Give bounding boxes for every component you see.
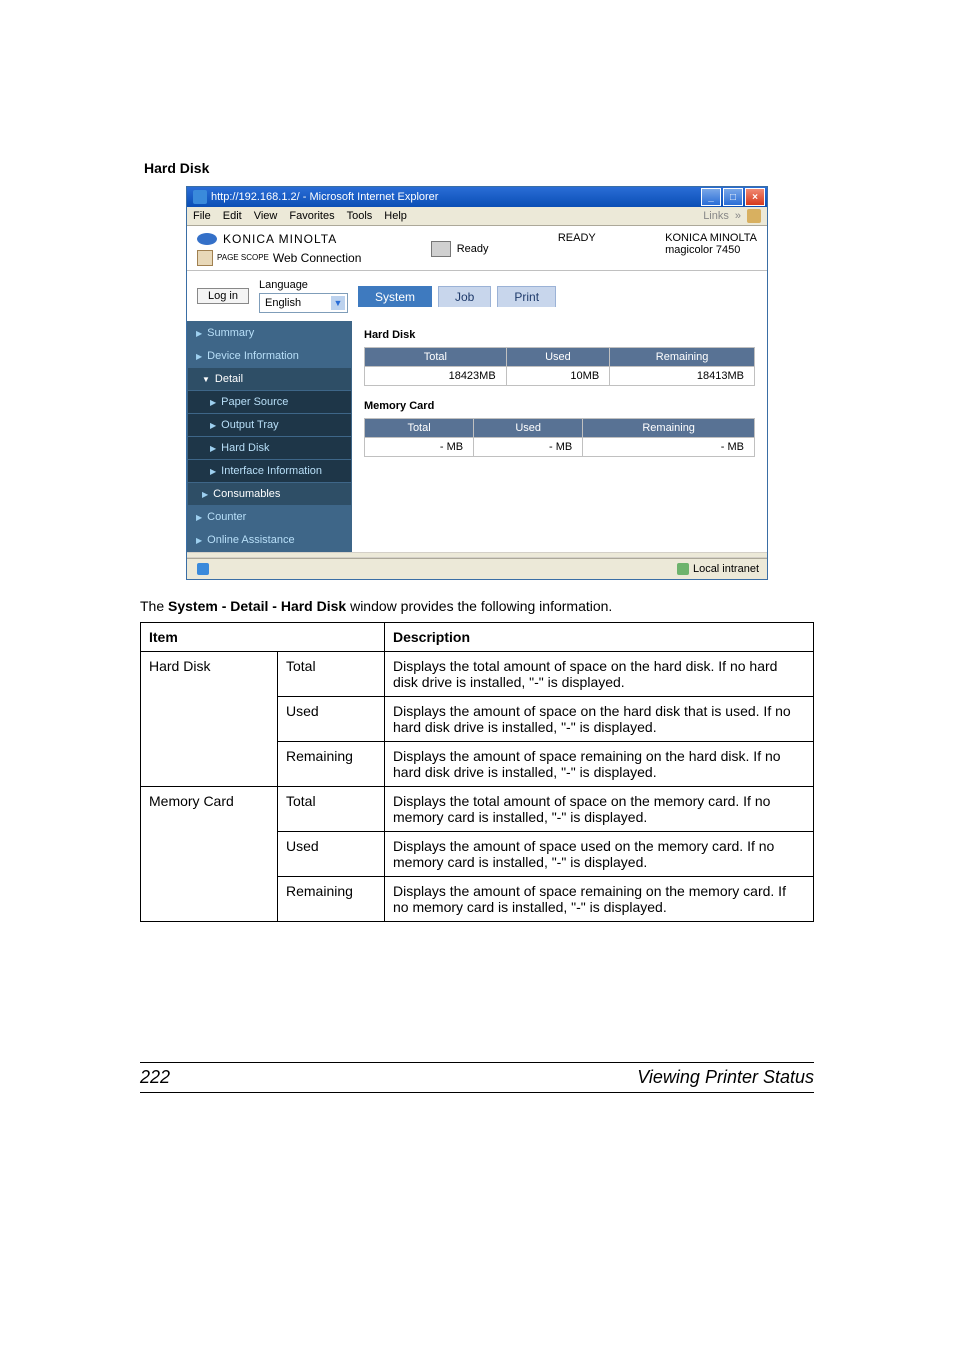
maximize-icon[interactable]: □: [723, 188, 743, 206]
status-long: READY: [558, 232, 596, 266]
language-label: Language: [259, 279, 348, 291]
cell-mc-total-desc: Displays the total amount of space on th…: [385, 787, 814, 832]
chevron-down-icon: ▼: [331, 296, 345, 310]
menu-tools[interactable]: Tools: [347, 210, 373, 222]
links-label[interactable]: Links »: [703, 209, 761, 223]
page-footer: 222 Viewing Printer Status: [140, 1062, 814, 1093]
window-title: http://192.168.1.2/ - Microsoft Internet…: [211, 191, 438, 203]
cell-memory-card: Memory Card: [141, 787, 278, 922]
minimize-icon[interactable]: _: [701, 188, 721, 206]
brand-logo-icon: [197, 233, 217, 245]
cell-hard-disk: Hard Disk: [141, 652, 278, 787]
right-brand: KONICA MINOLTA: [665, 232, 757, 244]
menubar: File Edit View Favorites Tools Help Link…: [187, 207, 767, 226]
th-used-mc: Used: [474, 419, 583, 438]
intro-text: The System - Detail - Hard Disk window p…: [140, 598, 814, 614]
shield-icon: [677, 563, 689, 575]
th-total: Total: [365, 348, 507, 367]
cell-mc-remaining: Remaining: [278, 877, 385, 922]
pagescope-icon: [197, 250, 213, 266]
mc-remaining: - MB: [583, 438, 755, 457]
titlebar: http://192.168.1.2/ - Microsoft Internet…: [187, 187, 767, 207]
th-item: Item: [141, 623, 385, 652]
panel-title-memory-card: Memory Card: [364, 400, 755, 412]
hard-disk-table: Total Used Remaining 18423MB 10MB 18413M…: [364, 347, 755, 386]
th-total-mc: Total: [365, 419, 474, 438]
hd-total: 18423MB: [365, 367, 507, 386]
sidebar-item-detail[interactable]: ▼Detail: [187, 367, 352, 390]
browser-window: http://192.168.1.2/ - Microsoft Internet…: [186, 186, 768, 580]
language-value: English: [265, 297, 301, 309]
page-number: 222: [140, 1067, 170, 1088]
sidebar-item-device-information[interactable]: ▶Device Information: [187, 344, 352, 367]
tab-print[interactable]: Print: [497, 286, 556, 307]
done-icon: [197, 563, 209, 575]
sidebar-item-output-tray[interactable]: ▶Output Tray: [187, 413, 352, 436]
th-remaining-mc: Remaining: [583, 419, 755, 438]
th-description: Description: [385, 623, 814, 652]
cell-mc-used-desc: Displays the amount of space used on the…: [385, 832, 814, 877]
right-model: magicolor 7450: [665, 244, 757, 256]
menu-help[interactable]: Help: [384, 210, 407, 222]
cell-hd-remaining: Remaining: [278, 742, 385, 787]
cell-mc-remaining-desc: Displays the amount of space remaining o…: [385, 877, 814, 922]
sidebar-item-summary[interactable]: ▶Summary: [187, 321, 352, 344]
sidebar-item-consumables[interactable]: ▶Consumables: [187, 482, 352, 505]
panel-title-hard-disk: Hard Disk: [364, 329, 755, 341]
mc-total: - MB: [365, 438, 474, 457]
description-table: Item Description Hard Disk Total Display…: [140, 622, 814, 922]
sidebar-item-paper-source[interactable]: ▶Paper Source: [187, 390, 352, 413]
cell-hd-total: Total: [278, 652, 385, 697]
footer-title: Viewing Printer Status: [637, 1067, 814, 1088]
statusbar: Local intranet: [187, 558, 767, 579]
tab-job[interactable]: Job: [438, 286, 491, 307]
cell-mc-total: Total: [278, 787, 385, 832]
close-icon[interactable]: ×: [745, 188, 765, 206]
cell-mc-used: Used: [278, 832, 385, 877]
menu-favorites[interactable]: Favorites: [289, 210, 334, 222]
menu-file[interactable]: File: [193, 210, 211, 222]
hd-remaining: 18413MB: [610, 367, 755, 386]
section-heading: Hard Disk: [144, 160, 814, 176]
th-remaining: Remaining: [610, 348, 755, 367]
mc-used: - MB: [474, 438, 583, 457]
menu-view[interactable]: View: [254, 210, 278, 222]
sidebar-item-hard-disk[interactable]: ▶Hard Disk: [187, 436, 352, 459]
ie-icon: [193, 190, 207, 204]
cell-hd-used: Used: [278, 697, 385, 742]
tab-system[interactable]: System: [358, 286, 432, 307]
cell-hd-remaining-desc: Displays the amount of space remaining o…: [385, 742, 814, 787]
memory-card-table: Total Used Remaining - MB - MB - MB: [364, 418, 755, 457]
pagescope-prefix: PAGE SCOPE: [217, 254, 269, 262]
cell-hd-used-desc: Displays the amount of space on the hard…: [385, 697, 814, 742]
sidebar-item-online-assistance[interactable]: ▶Online Assistance: [187, 528, 352, 552]
login-button[interactable]: Log in: [197, 288, 249, 304]
menu-edit[interactable]: Edit: [223, 210, 242, 222]
hd-used: 10MB: [506, 367, 610, 386]
web-connection-label: Web Connection: [273, 251, 362, 265]
language-select[interactable]: English ▼: [259, 293, 348, 313]
sidebar: ▶Summary ▶Device Information ▼Detail ▶Pa…: [187, 321, 352, 552]
cell-hd-total-desc: Displays the total amount of space on th…: [385, 652, 814, 697]
th-used: Used: [506, 348, 610, 367]
brand-name: KONICA MINOLTA: [223, 232, 337, 246]
sidebar-item-interface-information[interactable]: ▶Interface Information: [187, 459, 352, 482]
printer-icon: [431, 241, 451, 257]
sidebar-item-counter[interactable]: ▶Counter: [187, 505, 352, 528]
zone-label: Local intranet: [693, 563, 759, 575]
throbber-icon: [747, 209, 761, 223]
status-short: Ready: [457, 243, 489, 255]
